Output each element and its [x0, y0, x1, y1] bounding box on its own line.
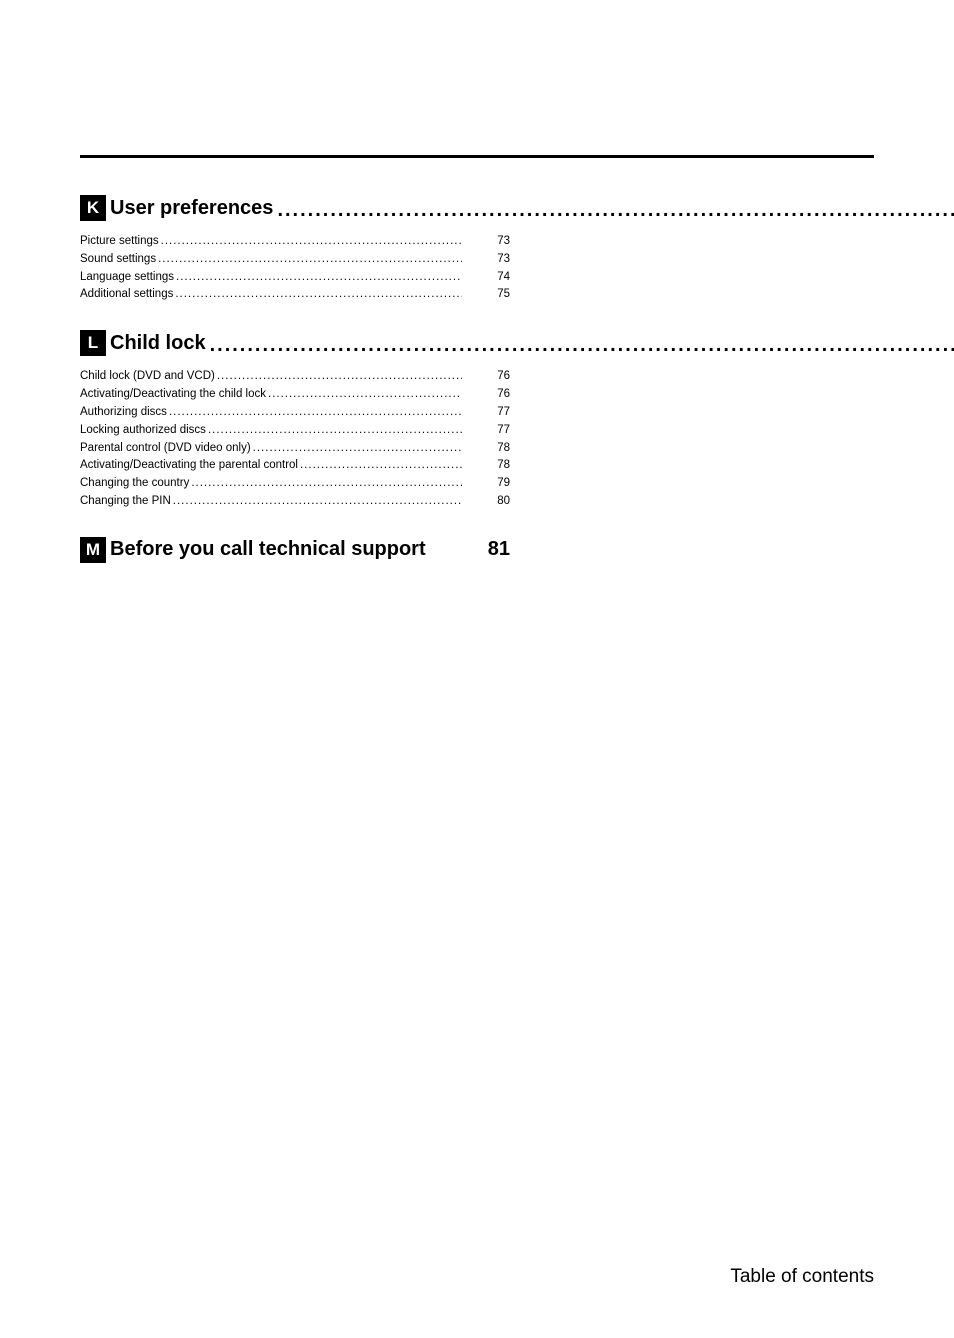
entry-page-number: 76: [476, 386, 510, 404]
toc-entry: Changing the country ...................…: [80, 475, 510, 493]
entry-label: Picture settings: [80, 233, 161, 251]
chapter-badge: L: [80, 330, 106, 356]
footer-title: Table of contents: [730, 1266, 874, 1288]
entry-leader: ........................................…: [173, 493, 462, 511]
entry-page-number: 79: [476, 475, 510, 493]
entry-page-number: 77: [476, 422, 510, 440]
toc-entry: Language settings ......................…: [80, 269, 510, 287]
entry-page-number: 73: [476, 251, 510, 269]
section-entries: Child lock (DVD and VCD) ...............…: [80, 368, 510, 511]
toc-entry: Activating/Deactivating the parental con…: [80, 457, 510, 475]
toc-column: K User preferences .....................…: [80, 195, 510, 563]
entry-page-number: 74: [476, 269, 510, 287]
entry-page-number: 78: [476, 440, 510, 458]
toc-entry: Locking authorized discs ...............…: [80, 422, 510, 440]
page: K User preferences .....................…: [0, 0, 954, 1338]
section-heading: K User preferences .....................…: [80, 195, 510, 221]
toc-entry: Parental control (DVD video only) ......…: [80, 440, 510, 458]
toc-entry: Changing the PIN .......................…: [80, 493, 510, 511]
section-entries: Picture settings .......................…: [80, 233, 510, 304]
entry-label: Changing the PIN: [80, 493, 173, 511]
entry-leader: ........................................…: [176, 269, 462, 287]
entry-page-number: 76: [476, 368, 510, 386]
section-title-wrap: K User preferences .....................…: [80, 195, 954, 221]
entry-label: Sound settings: [80, 251, 158, 269]
section-title: Before you call technical support: [110, 538, 426, 561]
toc-entry: Additional settings ....................…: [80, 286, 510, 304]
entry-leader: ........................................…: [169, 404, 462, 422]
entry-leader: ........................................…: [253, 440, 462, 458]
entry-label: Authorizing discs: [80, 404, 169, 422]
toc-entry: Authorizing discs ......................…: [80, 404, 510, 422]
section-title: User preferences: [110, 197, 273, 220]
toc-entry: Activating/Deactivating the child lock .…: [80, 386, 510, 404]
entry-leader: ........................................…: [300, 457, 462, 475]
entry-label: Child lock (DVD and VCD): [80, 368, 217, 386]
entry-label: Changing the country: [80, 475, 191, 493]
entry-page-number: 75: [476, 286, 510, 304]
toc-entry: Picture settings .......................…: [80, 233, 510, 251]
section-page-number: 81: [476, 538, 510, 561]
section-title-wrap: M Before you call technical support: [80, 537, 462, 563]
entry-label: Language settings: [80, 269, 176, 287]
entry-label: Additional settings: [80, 286, 175, 304]
section-heading: L Child lock ...........................…: [80, 330, 510, 356]
toc-entry: Child lock (DVD and VCD) ...............…: [80, 368, 510, 386]
entry-label: Activating/Deactivating the parental con…: [80, 457, 300, 475]
entry-page-number: 73: [476, 233, 510, 251]
section-title: Child lock: [110, 332, 206, 355]
entry-leader: ........................................…: [158, 251, 462, 269]
section-title-wrap: L Child lock ...........................…: [80, 330, 954, 356]
section-leader: ........................................…: [206, 334, 954, 357]
top-divider: [80, 155, 874, 158]
entry-leader: ........................................…: [268, 386, 462, 404]
section-heading: M Before you call technical support 81: [80, 537, 510, 563]
toc-entry: Sound settings .........................…: [80, 251, 510, 269]
entry-page-number: 77: [476, 404, 510, 422]
entry-leader: ........................................…: [217, 368, 462, 386]
entry-leader: ........................................…: [175, 286, 462, 304]
entry-label: Locking authorized discs: [80, 422, 208, 440]
chapter-badge: M: [80, 537, 106, 563]
entry-label: Activating/Deactivating the child lock: [80, 386, 268, 404]
entry-leader: ........................................…: [208, 422, 462, 440]
entry-page-number: 80: [476, 493, 510, 511]
entry-leader: ........................................…: [161, 233, 462, 251]
section-leader: ........................................…: [273, 199, 954, 222]
entry-label: Parental control (DVD video only): [80, 440, 253, 458]
entry-page-number: 78: [476, 457, 510, 475]
entry-leader: ........................................…: [191, 475, 462, 493]
chapter-badge: K: [80, 195, 106, 221]
